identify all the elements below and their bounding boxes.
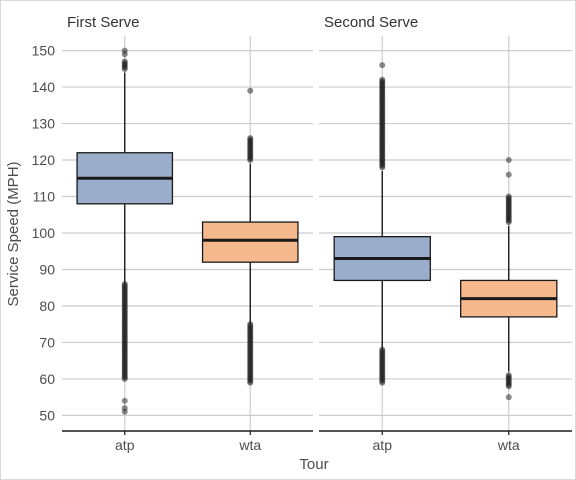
y-tick-label: 150 [32,43,56,59]
y-tick-label: 140 [32,79,56,95]
y-tick-label: 60 [39,371,55,387]
y-tick-label: 100 [32,225,56,241]
outlier-point [505,171,512,178]
outlier-point [247,135,254,142]
x-tick-label: wta [497,437,520,453]
outlier-point [379,346,386,353]
outlier-point [247,321,254,328]
x-tick-label: wta [238,437,261,453]
y-tick-label: 70 [39,334,55,350]
y-tick-label: 110 [33,189,56,205]
x-tick-label: atp [115,437,135,453]
outlier-point [121,47,128,54]
outlier-point [121,397,128,404]
outlier-point [505,157,512,164]
outlier-point [121,408,128,415]
y-tick-label: 80 [39,298,55,314]
y-tick-label: 90 [39,261,55,277]
outlier-point [379,76,386,83]
outlier-point [121,281,128,288]
outlier-point [247,87,254,94]
y-tick-label: 130 [32,116,56,132]
axis-layer: 50 60 70 80 90 100 110 120 130 140 150 First Serve a… [32,14,572,453]
box-wta [201,221,299,263]
x-tick-label: atp [373,437,393,453]
y-tick-label: 120 [32,152,56,168]
outlier-point [505,394,512,401]
outlier-point [505,372,512,379]
outlier-point [505,193,512,200]
mark-layer [76,47,558,415]
x-axis-title: Tour [299,456,328,473]
outlier-point [379,62,386,69]
panel-title: Second Serve [324,14,418,31]
y-tick-label: 50 [39,407,55,423]
grid-layer [62,36,572,430]
panel-title: First Serve [67,14,140,31]
outlier-point [121,58,128,65]
y-axis-title: Service Speed (MPH) [5,161,22,306]
